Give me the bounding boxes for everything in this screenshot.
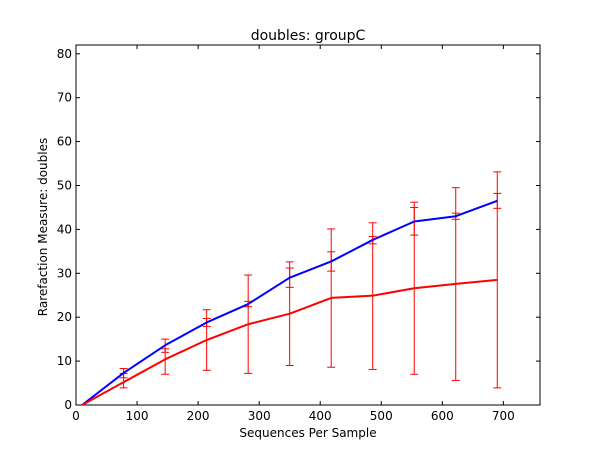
plot-frame [75, 44, 541, 406]
x-tick-label: 700 [492, 409, 515, 423]
series-line-2 [81, 278, 498, 406]
y-tick-label: 60 [57, 135, 72, 149]
y-tick-label: 0 [64, 398, 72, 412]
y-axis-label: Rarefaction Measure: doubles [36, 138, 50, 316]
x-tick-label: 300 [248, 409, 271, 423]
y-tick-label: 10 [57, 354, 72, 368]
x-axis-label: Sequences Per Sample [239, 426, 376, 440]
y-tick-label: 80 [57, 47, 72, 61]
x-tick-label: 600 [431, 409, 454, 423]
y-tick-label: 40 [57, 222, 72, 236]
series-line-1 [81, 199, 498, 406]
x-tick-label: 200 [187, 409, 210, 423]
plot-area: 0 100 200 300 400 500 600 700 0 10 20 30 40 50 60 70 80 [57, 44, 541, 423]
x-tick-label: 0 [72, 409, 80, 423]
y-tick-label: 50 [57, 178, 72, 192]
x-tick-label: 400 [309, 409, 332, 423]
y-tick-label: 20 [57, 310, 72, 324]
chart-title: doubles: groupC [251, 28, 366, 44]
y-tick-label: 70 [57, 91, 72, 105]
x-tick-label: 500 [370, 409, 393, 423]
y-tick-label: 30 [57, 266, 72, 280]
x-tick-label: 100 [126, 409, 149, 423]
